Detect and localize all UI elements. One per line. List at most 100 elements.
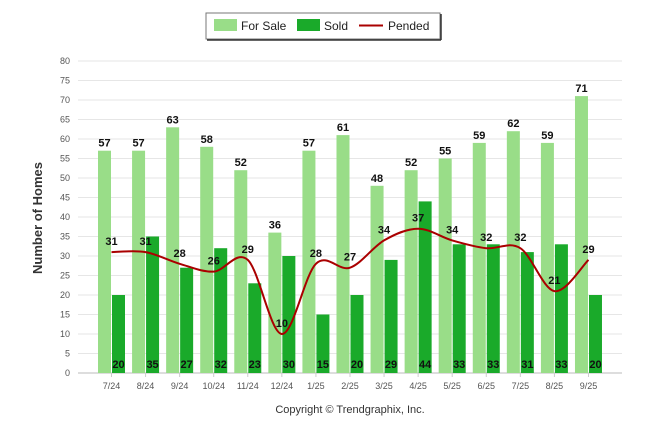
legend-pended-label: Pended: [388, 19, 429, 33]
bars: [98, 96, 602, 373]
x-tick-label: 6/25: [478, 381, 496, 391]
for-sale-bar: [336, 135, 350, 373]
y-tick-label: 15: [60, 310, 70, 320]
pended-value-label: 28: [310, 248, 322, 260]
sold-value-label: 33: [555, 359, 567, 371]
for-sale-bar: [472, 142, 486, 373]
y-tick-label: 35: [60, 232, 70, 242]
copyright-text: Copyright © Trendgraphix, Inc.: [275, 404, 424, 416]
pended-value-label: 31: [105, 236, 117, 248]
for-sale-bar: [438, 158, 452, 373]
sold-value-label: 33: [453, 359, 465, 371]
for-sale-bar: [540, 142, 554, 373]
for-sale-value-label: 52: [405, 157, 417, 169]
for-sale-value-label: 55: [439, 146, 451, 158]
pended-value-label: 29: [242, 244, 254, 256]
y-tick-label: 50: [60, 173, 70, 183]
pended-value-label: 10: [276, 318, 288, 330]
for-sale-value-label: 61: [337, 122, 349, 134]
for-sale-value-label: 59: [473, 130, 485, 142]
pended-value-label: 21: [548, 275, 560, 287]
legend-box: [205, 12, 441, 40]
sold-value-label: 35: [146, 359, 158, 371]
gridlines: [78, 60, 622, 374]
pended-value-label: 28: [174, 248, 186, 260]
sold-value-label: 32: [215, 359, 227, 371]
x-tick-label: 1/25: [307, 381, 325, 391]
y-tick-label: 45: [60, 193, 70, 203]
for-sale-bar: [268, 232, 282, 373]
for-sale-bar: [302, 150, 316, 373]
x-tick-label: 9/25: [580, 381, 598, 391]
sold-bar: [588, 295, 602, 373]
sold-bar: [520, 252, 534, 373]
x-tick-label: 7/25: [512, 381, 530, 391]
y-tick-label: 60: [60, 134, 70, 144]
sold-value-label: 29: [385, 359, 397, 371]
legend-for-sale-label: For Sale: [241, 19, 287, 33]
sold-value-label: 20: [112, 359, 124, 371]
for-sale-value-label: 57: [98, 138, 110, 150]
x-tick-label: 8/24: [137, 381, 155, 391]
y-tick-label: 75: [60, 76, 70, 86]
sold-bar: [452, 244, 466, 373]
pended-value-label: 31: [139, 236, 151, 248]
for-sale-value-label: 36: [269, 220, 281, 232]
pended-line: [111, 227, 590, 336]
sold-value-label: 27: [181, 359, 193, 371]
sold-value-label: 44: [419, 359, 432, 371]
y-tick-label: 0: [65, 368, 70, 378]
pended-value-label: 26: [208, 256, 220, 268]
x-tick-label: 10/24: [202, 381, 225, 391]
x-tick-label: 3/25: [375, 381, 393, 391]
y-axis-ticks: 0 5 10 15 20 25 30 35 40 45 50 55 60 65 70 75 80: [60, 56, 70, 378]
for-sale-bar: [166, 127, 180, 373]
legend-for-sale-swatch: [214, 19, 237, 31]
y-tick-label: 40: [60, 212, 70, 222]
sold-value-label: 20: [589, 359, 601, 371]
for-sale-value-label: 63: [167, 114, 179, 126]
pended-value-label: 34: [446, 224, 459, 236]
data-labels: 57 20 57 35 63 27 58 32 52 23 36 30 57 15 61 20 48 29 52 44…: [98, 83, 601, 371]
sold-bar: [486, 244, 500, 373]
y-tick-label: 10: [60, 329, 70, 339]
sold-bar: [180, 267, 194, 373]
x-tick-label: 2/25: [341, 381, 359, 391]
x-tick-label: 9/24: [171, 381, 189, 391]
pended-value-label: 29: [582, 244, 594, 256]
for-sale-bar: [132, 150, 146, 373]
for-sale-value-label: 57: [132, 138, 144, 150]
for-sale-bar: [200, 146, 214, 373]
y-axis-label: Number of Homes: [30, 162, 45, 274]
sold-bar: [282, 256, 296, 373]
pended-value-label: 32: [480, 232, 492, 244]
for-sale-value-label: 62: [507, 118, 519, 130]
y-tick-label: 55: [60, 154, 70, 164]
pended-value-label: 34: [378, 224, 391, 236]
for-sale-bar: [234, 170, 248, 373]
sold-value-label: 31: [521, 359, 533, 371]
y-tick-label: 80: [60, 56, 70, 66]
x-tick-label: 8/25: [546, 381, 564, 391]
for-sale-value-label: 58: [201, 134, 213, 146]
for-sale-value-label: 48: [371, 173, 383, 185]
x-tick-label: 12/24: [271, 381, 294, 391]
for-sale-value-label: 52: [235, 157, 247, 169]
x-tick-label: 11/24: [237, 381, 259, 391]
for-sale-value-label: 59: [541, 130, 553, 142]
for-sale-bar: [574, 96, 588, 373]
for-sale-value-label: 57: [303, 138, 315, 150]
sold-bar: [350, 295, 364, 373]
x-axis-ticks: 7/24 8/24 9/24 10/24 11/24 12/24 1/25 2/25 3/25 4…: [103, 373, 598, 391]
pended-value-label: 37: [412, 213, 424, 225]
y-tick-label: 30: [60, 251, 70, 261]
sold-bar: [384, 259, 398, 373]
sold-bar: [418, 201, 432, 373]
for-sale-value-label: 71: [575, 83, 587, 95]
sold-value-label: 20: [351, 359, 363, 371]
x-tick-label: 5/25: [443, 381, 461, 391]
legend: For Sale Sold Pended: [205, 12, 442, 41]
sold-bar: [316, 314, 330, 373]
